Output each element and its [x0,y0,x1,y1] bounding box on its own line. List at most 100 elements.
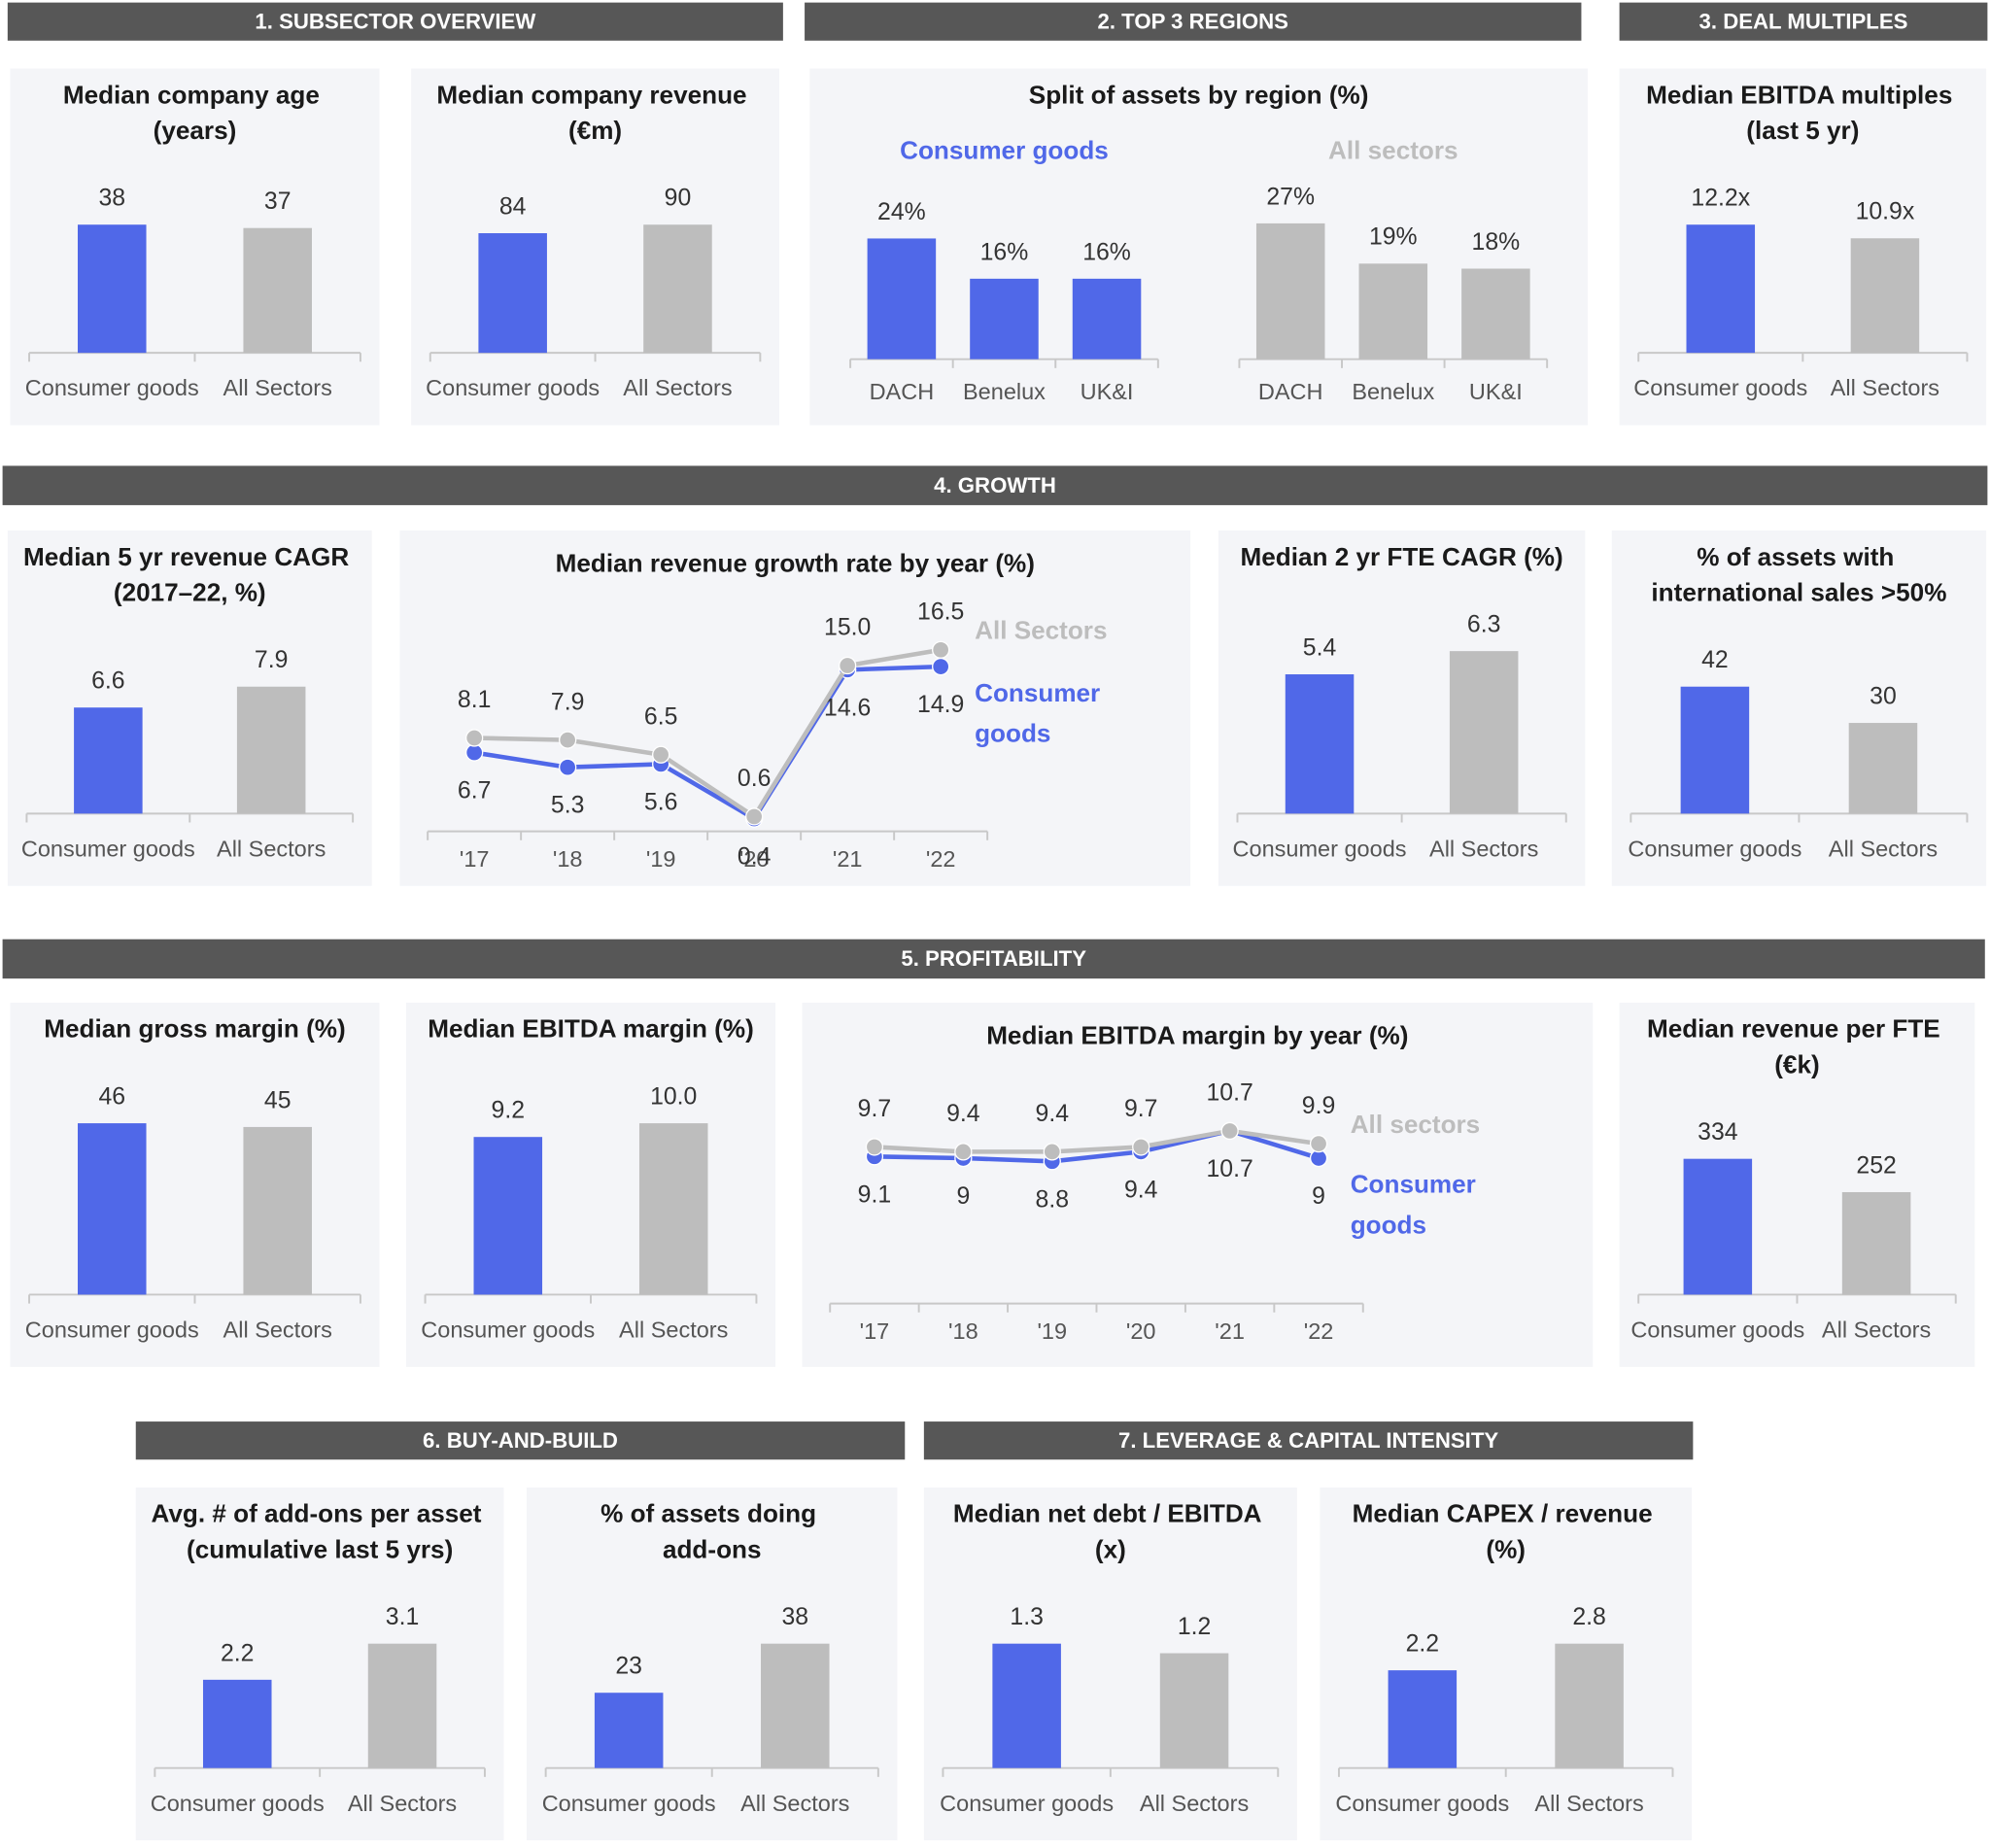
point [839,656,857,675]
bar [970,278,1039,359]
chart-panel [411,68,779,426]
chart-title-line: (cumulative last 5 yrs) [187,1534,453,1563]
value-label: 9.7 [1124,1096,1157,1122]
bar [992,1643,1061,1768]
chart-title: Split of assets by region (%) [1029,80,1369,109]
value-label: 5.6 [644,790,677,816]
point [932,640,950,659]
value-label: 252 [1856,1152,1896,1179]
x-tick-label: All Sectors [619,1318,728,1343]
value-label: 24% [877,199,926,225]
value-label: 10.7 [1207,1080,1253,1107]
chart-title-line: Median 2 yr FTE CAGR (%) [1241,542,1563,571]
value-label: 9.9 [1302,1093,1335,1119]
value-label: 15.0 [824,615,871,641]
chart-title-line: % of assets with [1697,542,1901,571]
bar [1449,651,1519,814]
value-label: 1.3 [1010,1604,1043,1630]
chart-title: Median EBITDA margin (%) [428,1014,754,1044]
chart-title-line: (last 5 yr) [1746,116,1859,145]
chart-title-line: Avg. # of add-ons per asset [152,1499,489,1528]
x-tick-label: Consumer goods [25,1318,199,1343]
chart-title: Median EBITDA margin by year (%) [986,1020,1408,1049]
value-label: 2.2 [221,1640,254,1666]
chart-title-line: (2017–22, %) [114,577,266,606]
legend-label-line: All Sectors [975,615,1107,644]
value-label: 10.0 [650,1084,697,1111]
chart-title: % of assets with international sales >50… [1651,542,1946,607]
value-label: 46 [98,1084,125,1111]
bar [867,238,937,359]
chart-panel [1611,530,1987,886]
value-label: 9.4 [1124,1177,1158,1203]
x-tick-label: Consumer goods [25,375,199,400]
chart-title-line: Median net debt / EBITDA [953,1499,1268,1528]
chart-title: Median 5 yr revenue CAGR (2017–22, %) [23,542,356,607]
value-label: 1.2 [1178,1614,1211,1640]
value-label: 12.2x [1691,186,1750,212]
value-label: 9 [1312,1183,1325,1210]
chart-title: Median gross margin (%) [44,1014,345,1044]
chart-title-line: (years) [154,116,237,145]
x-tick-label: Consumer goods [1630,1318,1804,1343]
bar [1683,1158,1753,1295]
x-tick-label: UK&I [1081,379,1134,404]
legend-label-line: All sectors [1351,1110,1481,1139]
value-label: 14.9 [917,692,964,718]
value-label: 19% [1369,224,1418,251]
chart-title: Median 2 yr FTE CAGR (%) [1241,542,1563,571]
x-tick-label: '18 [948,1318,978,1344]
legend-label: All Sectors [975,615,1107,644]
x-tick-label: Consumer goods [940,1791,1114,1816]
x-tick-label: DACH [870,379,935,404]
chart-title-line: Median EBITDA margin (%) [428,1014,754,1044]
bar [643,224,712,354]
point [932,657,950,676]
bar [1461,268,1530,359]
x-tick-label: All Sectors [217,836,326,861]
chart-title-line: (€m) [568,116,622,145]
x-tick-label: All Sectors [1429,836,1538,861]
bar [1285,674,1355,814]
chart-title: Avg. # of add-ons per asset (cumulative … [152,1499,489,1564]
value-label: 5.4 [1303,634,1337,661]
value-label: 7.9 [551,689,584,715]
value-label: 18% [1472,229,1521,256]
bar [1072,278,1142,359]
chart-title-line: Median revenue growth rate by year (%) [556,548,1035,577]
point [465,729,484,747]
legend-label: Consumer goods [975,678,1107,748]
chart-panel [10,68,380,426]
legend-label-line: Consumer [975,678,1107,707]
value-label: 30 [1870,683,1897,709]
bar [638,1123,708,1295]
x-tick-label: '18 [553,846,583,872]
x-tick-label: '17 [860,1318,890,1344]
section-header: 6. BUY-AND-BUILD [423,1428,618,1453]
x-tick-label: '21 [833,846,863,872]
chart-panel [527,1488,898,1841]
value-label: 16.5 [917,599,964,625]
chart-panel [1619,1002,1975,1367]
value-label: 8.1 [458,687,491,713]
chart-title-line: Median EBITDA margin by year (%) [986,1020,1408,1049]
section-header-bg [1619,2,1988,41]
value-label: 42 [1701,647,1729,673]
x-tick-label: Consumer goods [21,836,195,861]
point [1043,1143,1061,1161]
bar [202,1679,272,1768]
legend-label: Consumer goods [900,136,1109,165]
x-tick-label: Consumer goods [426,375,600,400]
bar [1850,238,1920,354]
chart-panel [7,530,372,886]
legend-label-line: goods [975,719,1050,748]
value-label: 9.4 [1036,1101,1070,1127]
value-label: 0.4 [738,844,772,871]
chart-title: Median company revenue (€m) [436,80,753,145]
section-header-bg [135,1421,906,1460]
section-header: 7. LEVERAGE & CAPITAL INTENSITY [1118,1428,1498,1453]
x-tick-label: Consumer goods [542,1791,716,1816]
x-tick-label: All Sectors [1831,375,1939,400]
bar [1159,1653,1229,1768]
